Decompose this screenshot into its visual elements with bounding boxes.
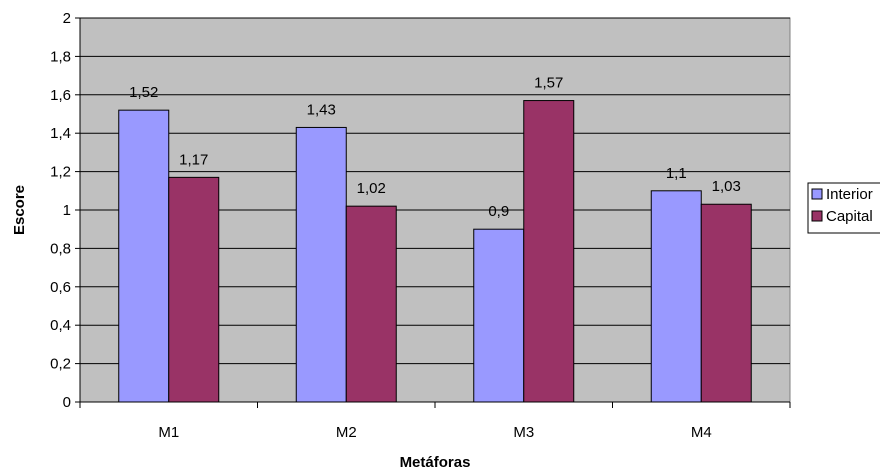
y-tick-label: 2	[63, 10, 71, 27]
bar	[650, 190, 702, 403]
y-tick-label: 0,2	[50, 356, 71, 373]
bar	[700, 203, 752, 403]
y-tick-label: 0,8	[50, 240, 71, 257]
x-tick-label: M3	[513, 424, 534, 441]
legend: Interior Capital	[807, 182, 880, 234]
y-tick-label: 0,4	[50, 317, 71, 334]
bar	[168, 176, 220, 403]
y-tick-label: 1,4	[50, 125, 71, 142]
legend-swatch	[811, 210, 823, 222]
data-label: 1,57	[534, 75, 563, 92]
data-label: 1,1	[666, 165, 687, 182]
y-tick-label: 1,8	[50, 48, 71, 65]
x-tick-label: M4	[691, 424, 712, 441]
legend-label: Interior	[826, 186, 873, 203]
data-label: 0,9	[488, 203, 509, 220]
data-label: 1,52	[129, 84, 158, 101]
data-label: 1,17	[179, 151, 208, 168]
x-tick-label: M2	[336, 424, 357, 441]
axes: 0 0,2 0,4 0,6 0,8 1 1,2 1,4 1,6 1,8 2 M1 M2 M3 M4	[50, 10, 791, 441]
bar	[345, 205, 397, 403]
y-tick-label: 0	[63, 394, 71, 411]
bar	[118, 109, 170, 403]
y-tick-label: 0,6	[50, 279, 71, 296]
bar	[295, 126, 347, 403]
legend-label: Capital	[826, 208, 873, 225]
data-labels: 1,52 1,17 1,43 1,02 0,9 1,57 1,1 1,03	[129, 75, 741, 221]
bar	[473, 228, 525, 403]
x-tick-label: M1	[158, 424, 179, 441]
x-axis-title: Metáforas	[400, 454, 471, 470]
data-label: 1,43	[307, 101, 336, 118]
bar	[523, 100, 575, 403]
y-tick-label: 1,6	[50, 87, 71, 104]
data-label: 1,03	[712, 178, 741, 195]
y-tick-label: 1	[63, 202, 71, 219]
data-label: 1,02	[357, 180, 386, 197]
legend-swatch	[811, 188, 823, 200]
y-axis-title: Escore	[11, 185, 28, 235]
y-tick-label: 1,2	[50, 164, 71, 181]
